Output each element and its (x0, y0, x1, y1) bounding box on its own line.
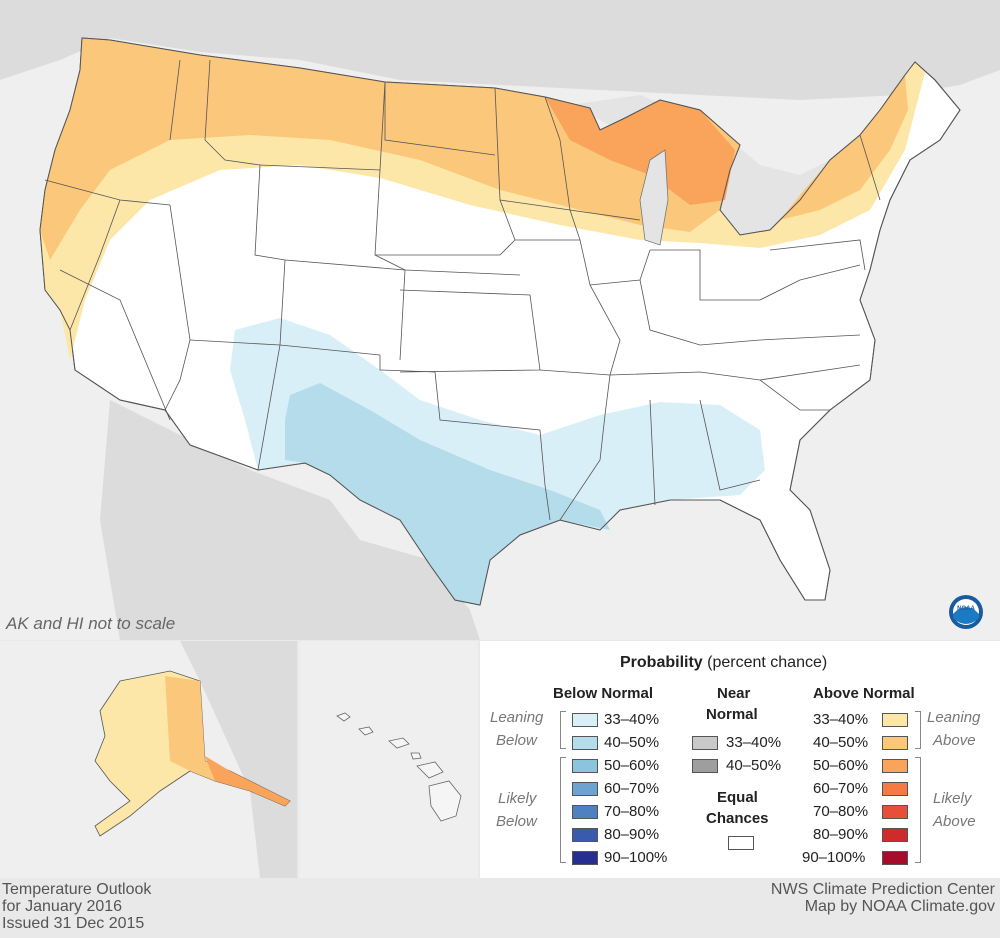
above-normal-label: 70–80% (813, 803, 869, 820)
above-normal-swatch (882, 713, 908, 727)
hawaii-inset (299, 641, 478, 878)
below-normal-swatch (572, 828, 598, 842)
leaning-above-bracket (915, 711, 921, 749)
below-normal-swatch (572, 782, 598, 796)
lake-michigan (639, 149, 669, 246)
near-normal-label: 33–40% (726, 734, 782, 751)
above-normal-swatch (882, 828, 908, 842)
legend-title: Probability (percent chance) (620, 654, 828, 671)
above-normal-swatch (882, 782, 908, 796)
legend-panel: Probability (percent chance) Below Norma… (480, 641, 1000, 878)
state-borders (44, 59, 881, 521)
below-normal-label: 90–100% (604, 849, 668, 866)
near-normal-swatch (692, 736, 718, 750)
near-normal-swatch (692, 759, 718, 773)
likely-above-label-1: Likely (933, 790, 972, 807)
above-normal-label: 90–100% (802, 849, 866, 866)
leaning-above-label-2: Above (933, 732, 976, 749)
above-normal-label: 50–60% (813, 757, 869, 774)
above-normal-header: Above Normal (813, 685, 915, 702)
footer-credit: NWS Climate Prediction Center Map by NOA… (770, 881, 995, 915)
leaning-below-bracket (560, 711, 566, 749)
likely-below-label-1: Likely (498, 790, 537, 807)
below-normal-label: 50–60% (604, 757, 660, 774)
scale-note: AK and HI not to scale (6, 614, 176, 633)
above-50-60-zone (545, 97, 735, 205)
contiguous-us-map: NOAA (0, 0, 1000, 640)
alaska-above-40-50 (165, 676, 230, 781)
likely-above-bracket (915, 757, 921, 863)
below-40-50-zone (285, 383, 610, 605)
below-normal-swatch (572, 713, 598, 727)
below-normal-label: 33–40% (604, 711, 660, 728)
equal-chances-label-2: Chances (706, 810, 769, 827)
canada-land (0, 0, 1000, 100)
near-normal-header-1: Near (717, 685, 751, 702)
likely-above-label-2: Above (933, 813, 976, 830)
noaa-logo-text: NOAA (957, 606, 975, 612)
below-normal-label: 40–50% (604, 734, 660, 751)
below-normal-label: 60–70% (604, 780, 660, 797)
leaning-above-label-1: Leaning (927, 709, 981, 726)
below-normal-swatch (572, 851, 598, 865)
near-normal-header-2: Normal (706, 706, 758, 723)
alaska-above-50-60 (205, 756, 290, 806)
below-normal-header: Below Normal (553, 685, 654, 702)
above-normal-label: 60–70% (813, 780, 869, 797)
equal-chances-label-1: Equal (717, 789, 758, 806)
above-normal-swatch (882, 736, 908, 750)
equal-chances-swatch (728, 836, 754, 850)
near-normal-label: 40–50% (726, 757, 782, 774)
likely-below-label-2: Below (496, 813, 537, 830)
above-normal-label: 33–40% (813, 711, 869, 728)
below-leaning-zone (230, 318, 765, 605)
likely-below-bracket (560, 757, 566, 863)
mexico-land (100, 400, 480, 640)
noaa-logo-icon: NOAA (949, 595, 983, 629)
below-normal-label: 70–80% (604, 803, 660, 820)
leaning-below-label-2: Below (496, 732, 537, 749)
above-40-50-zone (40, 38, 740, 260)
above-normal-label: 80–90% (813, 826, 869, 843)
below-normal-swatch (572, 736, 598, 750)
us-outline (39, 37, 961, 606)
above-normal-swatch (882, 851, 908, 865)
above-normal-swatch (882, 805, 908, 819)
footer-title: Temperature Outlook for January 2016 Iss… (2, 881, 152, 932)
below-normal-label: 80–90% (604, 826, 660, 843)
alaska-inset (0, 641, 297, 878)
below-normal-swatch (572, 805, 598, 819)
below-normal-swatch (572, 759, 598, 773)
above-normal-swatch (882, 759, 908, 773)
above-normal-label: 40–50% (813, 734, 869, 751)
leaning-below-label-1: Leaning (490, 709, 544, 726)
